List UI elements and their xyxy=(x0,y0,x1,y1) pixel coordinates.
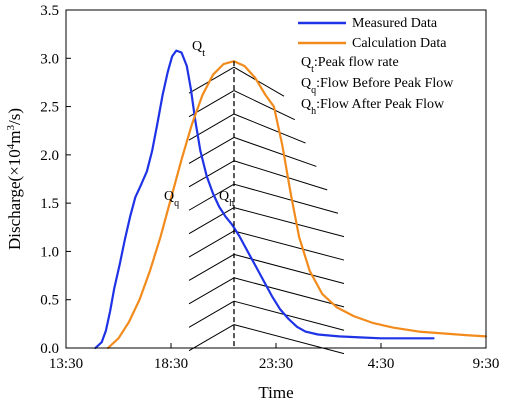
hatch-line-right xyxy=(233,183,339,214)
legend-note-qh: Qh:Flow After Peak Flow xyxy=(301,97,445,117)
legend: Measured Data Calculation Data Qt:Peak f… xyxy=(298,16,454,117)
hatch-line-right xyxy=(233,300,345,331)
y-tick-label: 2.5 xyxy=(40,100,59,116)
series-group xyxy=(94,49,488,350)
hatch-line-right xyxy=(233,90,296,121)
x-tick-label: 9:30 xyxy=(473,356,500,372)
y-tick-label: 0.5 xyxy=(40,293,59,309)
y-tick-label: 2.0 xyxy=(40,148,59,164)
hatch-line-right xyxy=(233,207,345,238)
plot-frame xyxy=(65,9,487,349)
x-tick-label: 13:30 xyxy=(49,356,83,372)
x-tick-label: 23:30 xyxy=(259,356,293,372)
x-tick-label: 18:30 xyxy=(154,356,188,372)
legend-note-qt: Qt:Peak flow rate xyxy=(301,55,399,75)
qt-label: Qt xyxy=(192,39,205,59)
hatch-line-left xyxy=(188,136,235,164)
hatch-line-left xyxy=(188,160,235,188)
hatch-line-left xyxy=(188,113,235,141)
qh-label: Qh xyxy=(219,189,234,209)
y-tick-label: 3.0 xyxy=(40,51,59,67)
y-tick-label: 3.5 xyxy=(40,3,59,19)
hatch-line-right xyxy=(233,66,285,97)
hatch-line-left xyxy=(188,277,235,305)
hatch-line-right xyxy=(233,230,345,261)
hatch-line-left xyxy=(188,66,235,94)
hatch-line-left xyxy=(188,207,235,235)
hatch-line-right xyxy=(233,160,328,191)
hatch-line-right xyxy=(233,113,306,144)
hatch-line-right xyxy=(233,324,345,355)
hatch-line-left xyxy=(188,253,235,281)
hatch-line-right xyxy=(233,136,317,167)
ticks-group: 13:30 18:30 23:30 4:30 9:30 0.0 0.5 1.0 1.5 2.0 2.… xyxy=(40,3,499,372)
qq-label: Qq xyxy=(164,189,179,209)
measured-data-line xyxy=(94,49,435,350)
hatch-line-left xyxy=(188,183,235,211)
hatch-line-left xyxy=(188,300,235,328)
y-tick-label: 1.0 xyxy=(40,244,59,260)
y-axis-title: Discharge(×104m3/s) xyxy=(5,108,24,250)
calculation-data-line xyxy=(106,60,488,350)
legend-calculation-label: Calculation Data xyxy=(352,36,447,51)
hatch-lines-group xyxy=(188,66,345,355)
x-axis-title: Time xyxy=(258,383,293,402)
legend-note-qq: Qq:Flow Before Peak Flow xyxy=(301,76,454,96)
hatch-line-left xyxy=(188,230,235,258)
x-tick-label: 4:30 xyxy=(368,356,395,372)
y-tick-label: 1.5 xyxy=(40,196,59,212)
legend-measured-label: Measured Data xyxy=(352,16,438,31)
hatch-line-left xyxy=(188,324,235,352)
y-tick-label: 0.0 xyxy=(40,341,59,357)
hatch-line-right xyxy=(233,277,345,308)
